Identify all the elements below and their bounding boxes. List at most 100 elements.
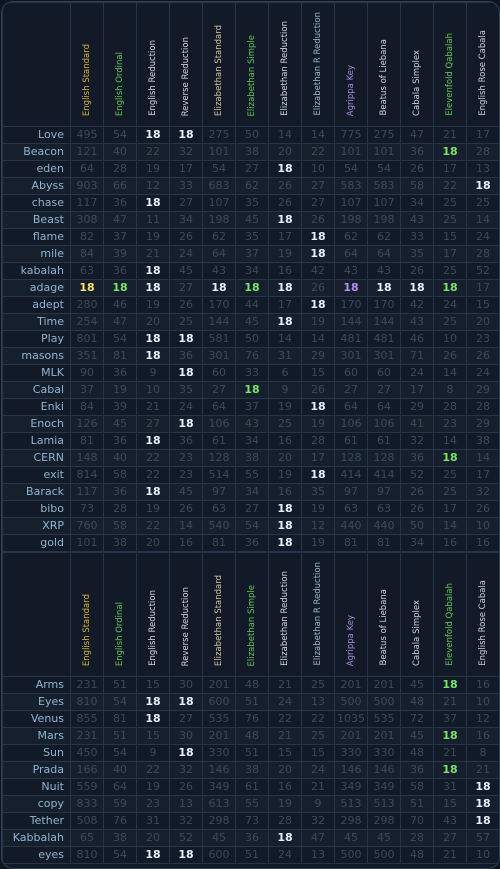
value-cell: 9 (268, 381, 302, 399)
column-header[interactable]: English Ordinal (103, 2, 137, 127)
row-word[interactable]: Arms (2, 676, 71, 694)
column-header[interactable]: Elizabethan Standard (202, 2, 236, 127)
row-word[interactable]: MLK (2, 364, 71, 382)
column-header[interactable]: English Rose Cabala (466, 552, 499, 677)
value-cell: 13 (466, 160, 499, 178)
table-row: Time 254 47 20 25 144 45 18 19 144 144 43 25 20 (2, 313, 499, 331)
row-word[interactable]: Love (2, 126, 71, 144)
column-header-label: Elizabethan Simple (247, 584, 257, 666)
row-word[interactable]: mile (2, 245, 71, 263)
row-word[interactable]: gold (2, 534, 71, 552)
row-word[interactable]: Beast (2, 211, 71, 229)
value-cell: 24 (466, 364, 499, 382)
row-word[interactable]: copy (2, 795, 71, 813)
column-header[interactable]: Reverse Reduction (169, 2, 203, 127)
value-cell: 27 (367, 381, 401, 399)
column-header[interactable]: Beatus of Liebana (367, 552, 401, 677)
column-header[interactable]: Reverse Reduction (169, 552, 203, 677)
table-row: Prada 166 40 22 32 146 38 20 24 146 146 36 18 21 (2, 761, 499, 779)
row-word[interactable]: adage (2, 279, 71, 297)
row-word[interactable]: Sun (2, 744, 71, 762)
value-cell: 30 (169, 727, 203, 745)
table-row: Nuit 559 64 19 26 349 61 16 21 349 349 58 31 18 (2, 778, 499, 796)
row-word[interactable]: Beacon (2, 143, 71, 161)
row-word[interactable]: Mars (2, 727, 71, 745)
value-cell: 117 (70, 483, 104, 501)
table-row: mile 84 39 21 24 64 37 19 18 64 64 35 17 28 (2, 245, 499, 263)
column-header[interactable]: Elizabethan R Reduction (301, 2, 335, 127)
row-word[interactable]: Lamia (2, 432, 71, 450)
value-cell: 32 (169, 812, 203, 830)
value-cell: 61 (334, 432, 368, 450)
row-word[interactable]: Time (2, 313, 71, 331)
column-header[interactable]: English Standard (70, 2, 104, 127)
row-word[interactable]: bibo (2, 500, 71, 518)
column-header[interactable]: Elevenfold Qabalah (433, 2, 467, 127)
row-word[interactable]: XRP (2, 517, 71, 535)
column-header[interactable]: Cabala Simplex (400, 552, 434, 677)
value-cell: 36 (103, 483, 137, 501)
row-word[interactable]: Kabbalah (2, 829, 71, 847)
column-header[interactable]: English Rose Cabala (466, 2, 499, 127)
value-cell: 54 (334, 160, 368, 178)
value-cell: 33 (235, 364, 269, 382)
column-header[interactable]: Agrippa Key (334, 552, 368, 677)
column-header[interactable]: Elizabethan Simple (235, 2, 269, 127)
table-row: kabalah 63 36 18 45 43 34 16 42 43 43 26 25 52 (2, 262, 499, 280)
row-word[interactable]: Venus (2, 710, 71, 728)
row-word[interactable]: Enoch (2, 415, 71, 433)
column-header[interactable]: Agrippa Key (334, 2, 368, 127)
column-header[interactable]: Elizabethan Standard (202, 552, 236, 677)
value-cell: 48 (235, 727, 269, 745)
value-cell: 18 (301, 245, 335, 263)
row-word[interactable]: masons (2, 347, 71, 365)
value-cell: 27 (202, 381, 236, 399)
row-word[interactable]: CERN (2, 449, 71, 467)
column-header[interactable]: English Reduction (136, 552, 170, 677)
value-cell: 27 (334, 381, 368, 399)
value-cell: 280 (70, 296, 104, 314)
row-word[interactable]: Tether (2, 812, 71, 830)
row-word[interactable]: kabalah (2, 262, 71, 280)
value-cell: 37 (235, 398, 269, 416)
row-word[interactable]: Play (2, 330, 71, 348)
value-cell: 170 (202, 296, 236, 314)
column-header[interactable]: Elizabethan Reduction (268, 552, 302, 677)
column-header[interactable]: Cabala Simplex (400, 2, 434, 127)
value-cell: 54 (103, 330, 137, 348)
column-header[interactable]: English Ordinal (103, 552, 137, 677)
value-cell: 42 (301, 262, 335, 280)
value-cell: 19 (136, 296, 170, 314)
row-word[interactable]: Cabal (2, 381, 71, 399)
row-word[interactable]: adept (2, 296, 71, 314)
row-word[interactable]: eyes (2, 846, 71, 864)
row-word[interactable]: Abyss (2, 177, 71, 195)
value-cell: 22 (301, 710, 335, 728)
row-word[interactable]: Eyes (2, 693, 71, 711)
column-header[interactable]: Elizabethan R Reduction (301, 552, 335, 677)
value-cell: 52 (466, 262, 499, 280)
row-word[interactable]: exit (2, 466, 71, 484)
row-word[interactable]: flame (2, 228, 71, 246)
column-header[interactable]: Beatus of Liebana (367, 2, 401, 127)
row-word[interactable]: eden (2, 160, 71, 178)
table-row: MLK 90 36 9 18 60 33 6 15 60 60 24 14 24 (2, 364, 499, 382)
column-header[interactable]: Elevenfold Qabalah (433, 552, 467, 677)
row-word[interactable]: Barack (2, 483, 71, 501)
value-cell: 17 (466, 126, 499, 144)
value-cell: 37 (70, 381, 104, 399)
row-word[interactable]: chase (2, 194, 71, 212)
row-word[interactable]: Nuit (2, 778, 71, 796)
column-header[interactable]: English Reduction (136, 2, 170, 127)
column-header[interactable]: Elizabethan Reduction (268, 2, 302, 127)
column-header[interactable]: English Standard (70, 552, 104, 677)
value-cell: 15 (433, 228, 467, 246)
value-cell: 12 (301, 517, 335, 535)
column-header[interactable]: Elizabethan Simple (235, 552, 269, 677)
value-cell: 583 (367, 177, 401, 195)
value-cell: 14 (268, 126, 302, 144)
row-word[interactable]: Prada (2, 761, 71, 779)
value-cell: 37 (433, 710, 467, 728)
row-word[interactable]: Enki (2, 398, 71, 416)
value-cell: 148 (70, 449, 104, 467)
